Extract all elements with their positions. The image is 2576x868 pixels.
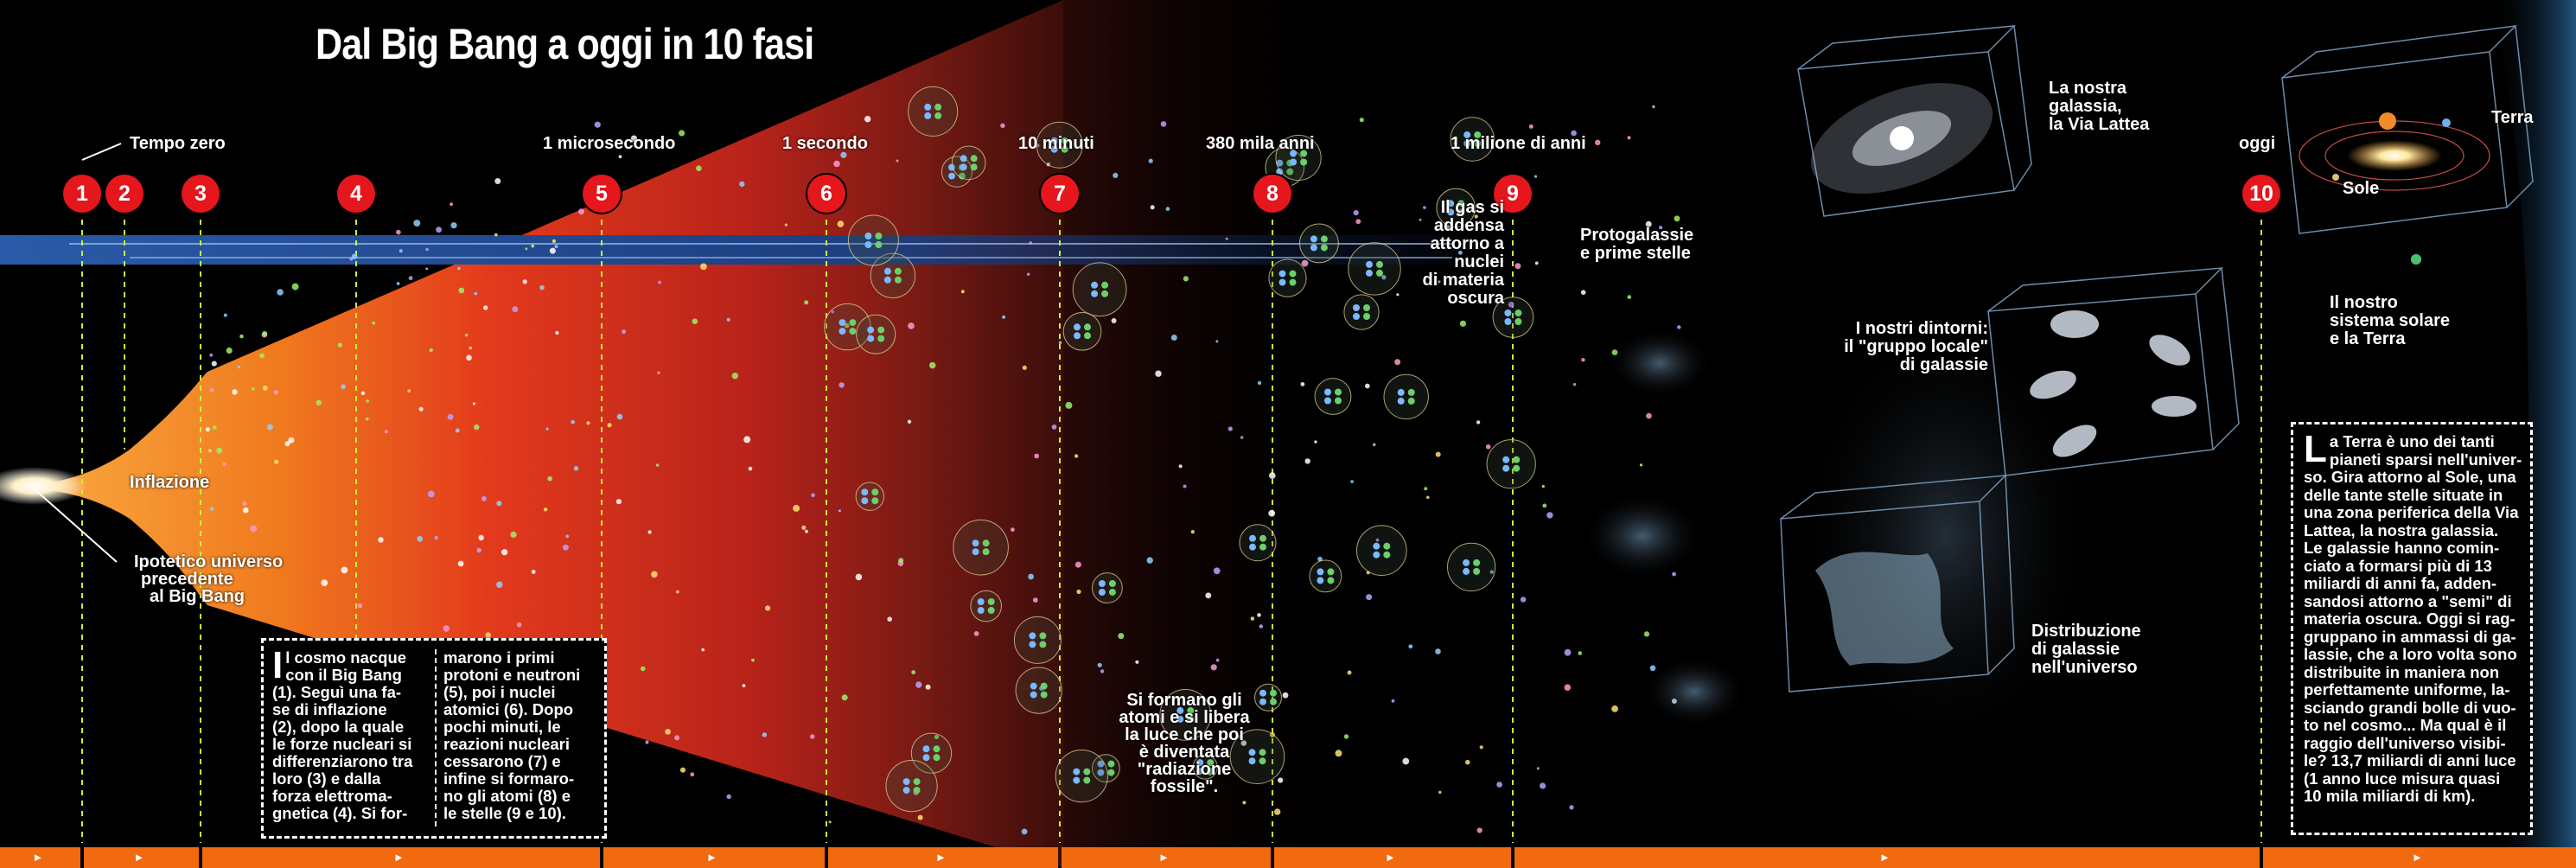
label-gas-addensa: Il gas si addensa attorno a nuclei di ma… (1422, 198, 1504, 308)
phase-marker-2: 2 (105, 175, 143, 213)
phase-marker-8: 8 (1253, 175, 1291, 213)
text-box-terra-body: L a Terra è uno dei tanti pianeti sparsi … (2304, 428, 2523, 806)
text-box-terra-line: perfettamente uniforme, la- (2304, 680, 2510, 699)
label-oggi: oggi (2239, 134, 2276, 153)
timeline-segment-2: ► (84, 847, 199, 868)
label-1-microsecondo: 1 microsecondo (543, 134, 676, 153)
text-box-terra-line: lassie, che a loro volta sono (2304, 645, 2517, 663)
label-380-mila-anni: 380 mila anni (1206, 134, 1315, 153)
text-box-terra-line: sandosi attorno a "semi" di (2304, 591, 2512, 610)
dropcap-I: I (272, 644, 284, 686)
phase-marker-7: 7 (1041, 175, 1079, 213)
timeline-segment-3: ► (202, 847, 600, 868)
text-box-terra-line: delle tante stelle situate in (2304, 485, 2503, 504)
label-terra: Terra (2491, 108, 2534, 127)
phase-marker-9: 9 (1494, 175, 1532, 213)
text-box-terra: L a Terra è uno dei tanti pianeti sparsi … (2291, 422, 2533, 835)
timeline-segment-7: ► (1274, 847, 1511, 868)
timeline-segment-8: ► (1514, 847, 2260, 868)
phase-marker-3: 3 (182, 175, 220, 213)
label-sistema-solare: Il nostro sistema solare e la Terra (2330, 293, 2450, 348)
text-box-divider (435, 649, 437, 827)
text-box-terra-line: sciando grandi bolle di vuo- (2304, 698, 2516, 717)
label-1-secondo: 1 secondo (782, 134, 868, 153)
phase-marker-1: 1 (63, 175, 101, 213)
label-tempo-zero: Tempo zero (130, 134, 226, 153)
timeline-segment-6: ► (1062, 847, 1271, 868)
text-box-terra-line: gruppano in ammassi di ga- (2304, 627, 2516, 646)
label-gruppo-locale: I nostri dintorni: il "gruppo locale" di… (1844, 319, 1988, 374)
text-box-terra-line: distribuite in maniera non (2304, 662, 2500, 681)
timeline-segment-4: ► (603, 847, 825, 868)
text-box-terra-line: to nel cosmo... Ma qual è il (2304, 716, 2507, 734)
text-box-cosmo-col2: marono i primi protoni e neutroni (5), p… (443, 648, 581, 822)
text-box-terra-line: una zona periferica della Via (2304, 503, 2519, 521)
text-box-terra-line: le? 13,7 miliardi di anni luce (2304, 751, 2516, 769)
text-box-terra-line: Le galassie hanno comin- (2304, 539, 2500, 557)
label-1-milione-di-anni: 1 milione di anni (1451, 134, 1586, 153)
label-via-lattea: La nostra galassia, la Via Lattea (2049, 79, 2150, 134)
timeline-bar: ► ► ► ► ► ► ► ► ► (0, 847, 2576, 868)
text-box-terra-line: so. Gira attorno al Sole, una (2304, 468, 2516, 486)
label-protogalassie: Protogalassie e prime stelle (1580, 226, 1694, 263)
label-10-minuti: 10 minuti (1018, 134, 1094, 153)
timeline-segment-5: ► (828, 847, 1058, 868)
label-distribuzione-galassie: Distribuzione di galassie nell'universo (2031, 622, 2141, 677)
text-box-cosmo-col1: I l cosmo nacque con il Big Bang (1). Se… (272, 644, 413, 822)
label-si-formano-atomi: Si formano gli atomi e si libera la luce… (1119, 691, 1250, 796)
label-ipotetico-universo: Ipotetico universo precedente al Big Ban… (134, 552, 284, 606)
text-box-terra-line: a Terra è uno dei tanti (2329, 432, 2495, 450)
phase-marker-6: 6 (807, 175, 845, 213)
dropcap-L: L (2304, 428, 2327, 470)
text-box-terra-line: miliardi di anni fa, adden- (2304, 574, 2497, 592)
text-box-terra-line: raggio dell'universo visibi- (2304, 733, 2506, 752)
text-box-terra-line: materia oscura. Oggi si rag- (2304, 610, 2515, 628)
text-box-terra-line: 10 mila miliardi di km). (2304, 787, 2476, 805)
text-box-cosmo: I l cosmo nacque con il Big Bang (1). Se… (261, 638, 607, 839)
timeline-segment-1: ► (0, 847, 80, 868)
text-box-terra-line: ciato a formarsi più di 13 (2304, 556, 2492, 575)
label-sole: Sole (2343, 179, 2380, 198)
page-title: Dal Big Bang a oggi in 10 fasi (316, 20, 814, 68)
phase-marker-10: 10 (2242, 175, 2280, 213)
text-box-terra-line: (1 anno luce misura quasi (2304, 769, 2501, 788)
label-inflazione: Inflazione (130, 473, 210, 492)
text-box-terra-line: Lattea, la nostra galassia. (2304, 520, 2499, 539)
timeline-segment-9: ► (2263, 847, 2576, 868)
text-box-terra-line: pianeti sparsi nell'univer- (2329, 450, 2522, 469)
phase-marker-5: 5 (583, 175, 621, 213)
phase-marker-4: 4 (337, 175, 375, 213)
